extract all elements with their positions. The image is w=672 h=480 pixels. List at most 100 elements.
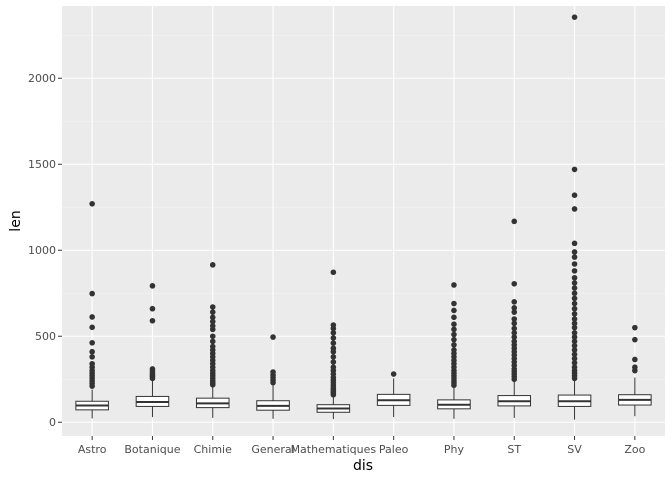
- x-tick-label: Astro: [78, 443, 107, 456]
- outlier-point: [571, 206, 578, 212]
- outlier-point: [209, 381, 216, 388]
- x-tick-label: ST: [507, 443, 521, 456]
- outlier-point: [451, 307, 457, 314]
- outlier-point: [330, 335, 337, 341]
- outlier-point: [571, 14, 578, 20]
- outlier-point: [451, 282, 457, 288]
- box-paleo: [376, 371, 411, 418]
- outlier-point: [209, 326, 216, 333]
- outlier-point: [571, 295, 578, 302]
- outlier-point: [571, 338, 578, 345]
- outlier-point: [149, 317, 156, 324]
- outlier-point: [511, 316, 518, 322]
- outlier-point: [571, 192, 578, 198]
- x-tick-label: Mathematiques: [291, 443, 377, 456]
- outlier-point: [89, 383, 95, 389]
- outlier-point: [571, 324, 578, 331]
- outlier-point: [209, 314, 216, 321]
- outlier-point: [632, 324, 638, 331]
- box-zoo: [618, 324, 652, 417]
- outlier-point: [330, 330, 337, 336]
- outlier-point: [209, 338, 216, 345]
- outlier-point: [451, 336, 457, 343]
- outlier-point: [571, 285, 578, 291]
- outlier-point: [511, 280, 518, 287]
- outlier-point: [571, 268, 578, 274]
- box-st: [497, 218, 532, 418]
- outlier-point: [511, 299, 518, 305]
- box-general: [256, 334, 290, 419]
- outlier-point: [89, 201, 95, 207]
- y-axis: 0 500 1000 1500 2000: [28, 72, 62, 429]
- outlier-point: [209, 304, 216, 310]
- outlier-point: [270, 379, 276, 386]
- outlier-point: [571, 300, 578, 307]
- outlier-point: [149, 305, 156, 312]
- outlier-point: [330, 269, 337, 276]
- minor-gridlines: [62, 34, 665, 380]
- outlier-point: [571, 351, 578, 358]
- outlier-point: [511, 218, 518, 225]
- box-series: [75, 14, 652, 420]
- y-tick-label: 1500: [28, 158, 56, 171]
- box-sv: [557, 14, 592, 420]
- outlier-point: [511, 376, 518, 383]
- outlier-point: [571, 334, 578, 340]
- outlier-point: [511, 305, 518, 311]
- outlier-point: [270, 334, 276, 340]
- x-tick-label: General: [251, 443, 294, 456]
- outlier-point: [571, 355, 578, 362]
- box-phy: [437, 282, 471, 419]
- outlier-point: [390, 371, 397, 377]
- outlier-point: [209, 333, 216, 340]
- outlier-point: [571, 305, 578, 312]
- outlier-point: [451, 326, 457, 333]
- outlier-point: [511, 330, 518, 336]
- outlier-point: [330, 325, 337, 332]
- x-tick-label: Chimie: [194, 443, 232, 456]
- outlier-point: [632, 336, 638, 343]
- y-tick-label: 0: [49, 416, 56, 429]
- outlier-point: [511, 325, 518, 332]
- outlier-point: [451, 321, 457, 328]
- outlier-point: [209, 309, 216, 315]
- outlier-point: [209, 262, 216, 268]
- outlier-point: [571, 290, 578, 297]
- outlier-point: [330, 359, 337, 365]
- x-axis: Astro Botanique Chimie GeneralMathematiques…: [78, 436, 646, 456]
- outlier-point: [571, 342, 578, 349]
- outlier-point: [330, 348, 337, 355]
- outlier-point: [89, 354, 95, 360]
- y-tick-label: 1000: [28, 244, 56, 257]
- box-mathematiques: [316, 269, 351, 420]
- outlier-point: [571, 347, 578, 353]
- x-tick-label: SV: [567, 443, 582, 456]
- outlier-point: [511, 320, 518, 327]
- outlier-point: [89, 348, 95, 355]
- y-axis-title: len: [8, 210, 24, 231]
- y-tick-label: 500: [35, 330, 56, 343]
- x-tick-label: Paleo: [379, 443, 409, 456]
- outlier-point: [149, 283, 156, 289]
- x-tick-label: Phy: [444, 443, 465, 456]
- outlier-point: [511, 334, 518, 340]
- outlier-point: [451, 300, 457, 307]
- outlier-point: [571, 320, 578, 327]
- x-tick-label: Botanique: [124, 443, 180, 456]
- outlier-point: [451, 342, 457, 348]
- outlier-point: [330, 391, 337, 398]
- outlier-point: [571, 280, 578, 286]
- x-axis-title: dis: [353, 458, 373, 474]
- outlier-point: [571, 240, 578, 247]
- outlier-point: [571, 249, 578, 255]
- box-astro: [75, 201, 109, 419]
- outlier-point: [209, 318, 216, 325]
- outlier-point: [89, 339, 95, 346]
- outlier-point: [571, 254, 578, 260]
- outlier-point: [571, 166, 578, 173]
- outlier-point: [571, 274, 578, 281]
- outlier-point: [571, 360, 578, 366]
- outlier-point: [451, 382, 457, 389]
- outlier-point: [571, 330, 578, 336]
